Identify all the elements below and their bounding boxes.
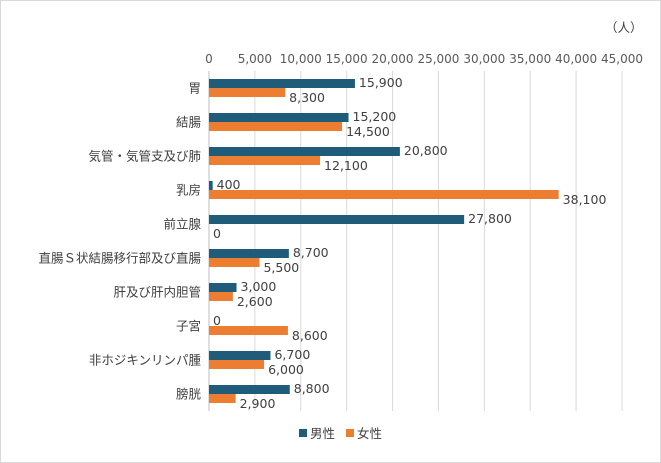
data-label-male: 8,700 (293, 245, 329, 260)
data-label-male: 8,800 (294, 381, 330, 396)
category-label: 非ホジキンリンパ腫 (89, 353, 202, 368)
legend-swatch-male (299, 429, 307, 437)
bar-male (209, 147, 400, 156)
data-label-female: 0 (213, 226, 221, 241)
unit-label: （人） (605, 20, 643, 35)
data-label-female: 6,000 (268, 362, 304, 377)
bar-female (209, 326, 288, 335)
x-tick-label: 5,000 (238, 52, 272, 66)
category-axis: 胃結腸気管・気管支及び肺乳房前立腺直腸Ｓ状結腸移行部及び直腸肝及び肝内胆管子宮非… (38, 71, 210, 411)
category-label: 膀胱 (176, 387, 202, 402)
category-label: 前立腺 (163, 217, 201, 232)
data-label-male: 6,700 (274, 347, 310, 362)
data-label-male: 400 (217, 177, 241, 192)
bar-female (209, 258, 260, 267)
data-label-male: 0 (213, 313, 221, 328)
bar-female (209, 156, 321, 165)
data-label-female: 8,600 (292, 328, 328, 343)
data-label-female: 2,600 (237, 294, 273, 309)
data-label-female: 8,300 (289, 90, 325, 105)
bar-male (209, 215, 465, 224)
legend-label-female: 女性 (357, 426, 382, 441)
bar-female (209, 292, 233, 301)
category-label: 乳房 (176, 183, 201, 198)
bar-male (209, 351, 271, 360)
category-label: 子宮 (176, 319, 201, 334)
data-label-male: 27,800 (468, 211, 512, 226)
data-label-female: 5,500 (263, 260, 299, 275)
data-label-male: 3,000 (241, 279, 277, 294)
x-tick-label: 20,000 (372, 52, 414, 66)
x-tick-label: 25,000 (417, 52, 459, 66)
category-label: 胃 (188, 81, 201, 96)
data-label-male: 20,800 (404, 143, 448, 158)
bar-female (209, 394, 236, 403)
bar-male (209, 249, 289, 258)
x-tick-label: 45,000 (601, 52, 643, 66)
legend: 男性 女性 (299, 426, 382, 441)
bar-male (209, 79, 355, 88)
x-tick-label: 40,000 (555, 52, 597, 66)
bar-female (209, 190, 559, 199)
bar-female (209, 88, 286, 97)
data-label-male: 15,200 (353, 109, 397, 124)
bar-male (209, 113, 349, 122)
x-tick-label: 10,000 (280, 52, 322, 66)
category-label: 肝及び肝内胆管 (113, 285, 201, 300)
category-label: 結腸 (176, 115, 202, 130)
bar-male (209, 181, 213, 190)
x-tick-label: 30,000 (463, 52, 505, 66)
bar-male (209, 283, 237, 292)
x-tick-label: 15,000 (326, 52, 368, 66)
bar-female (209, 122, 343, 131)
category-label: 気管・気管支及び肺 (88, 149, 201, 164)
category-label: 直腸Ｓ状結腸移行部及び直腸 (38, 251, 201, 266)
bars (209, 79, 559, 403)
x-axis-ticks: 0 5,000 10,000 15,000 20,000 25,000 30,000 35,0… (205, 52, 643, 66)
data-label-female: 2,900 (240, 396, 276, 411)
bar-male (209, 385, 290, 394)
legend-label-male: 男性 (310, 426, 335, 441)
data-label-female: 12,100 (324, 158, 368, 173)
data-label-male: 15,900 (359, 75, 403, 90)
data-label-female: 14,500 (346, 124, 390, 139)
x-tick-label: 0 (205, 52, 213, 66)
x-tick-label: 35,000 (509, 52, 551, 66)
legend-swatch-female (346, 429, 354, 437)
bar-female (209, 360, 265, 369)
data-label-female: 38,100 (563, 192, 607, 207)
